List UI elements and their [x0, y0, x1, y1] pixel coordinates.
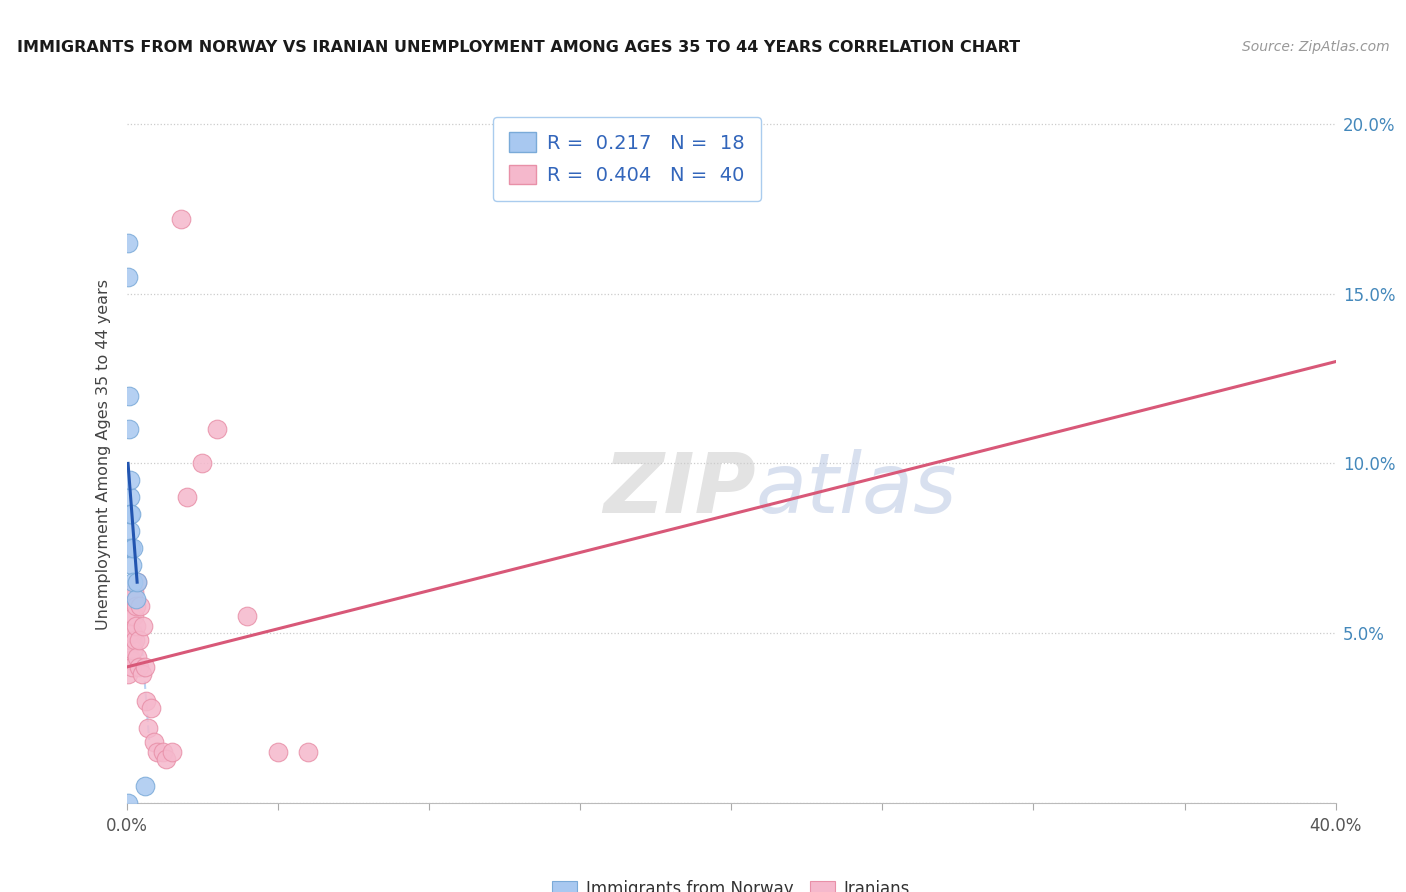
Text: ZIP: ZIP: [603, 450, 755, 530]
Point: [120, 474, 142, 488]
Point: [117, 796, 139, 810]
Point: [127, 575, 149, 590]
Point: [139, 700, 162, 714]
Point: [124, 599, 146, 613]
Point: [121, 660, 143, 674]
Point: [120, 508, 142, 522]
Point: [125, 619, 148, 633]
Point: [118, 422, 141, 436]
Point: [132, 619, 155, 633]
Point: [134, 660, 156, 674]
Point: [122, 643, 145, 657]
Point: [128, 660, 150, 674]
Point: [124, 632, 146, 647]
Point: [135, 694, 157, 708]
Point: [121, 626, 143, 640]
Point: [120, 632, 142, 647]
Point: [160, 745, 183, 759]
Point: [205, 422, 228, 436]
Point: [120, 653, 142, 667]
Point: [118, 491, 141, 505]
Point: [142, 735, 165, 749]
Point: [121, 541, 143, 556]
Point: [131, 666, 153, 681]
Point: [120, 508, 142, 522]
Point: [118, 388, 141, 402]
Point: [236, 609, 259, 624]
Point: [128, 599, 150, 613]
Point: [128, 632, 150, 647]
Point: [118, 649, 141, 664]
Point: [267, 745, 290, 759]
Point: [127, 575, 149, 590]
Point: [118, 626, 141, 640]
Point: [117, 235, 139, 250]
Y-axis label: Unemployment Among Ages 35 to 44 years: Unemployment Among Ages 35 to 44 years: [96, 279, 111, 631]
Point: [117, 269, 139, 284]
Point: [136, 721, 159, 735]
Point: [124, 592, 146, 607]
Point: [155, 752, 177, 766]
Point: [120, 541, 142, 556]
Point: [120, 609, 142, 624]
Point: [117, 666, 139, 681]
Point: [191, 457, 214, 471]
Point: [124, 609, 146, 624]
Point: [118, 592, 141, 607]
Point: [146, 745, 169, 759]
Point: [118, 524, 141, 539]
Text: Source: ZipAtlas.com: Source: ZipAtlas.com: [1241, 40, 1389, 54]
Point: [121, 558, 143, 573]
Point: [134, 779, 156, 793]
Point: [122, 585, 145, 599]
Text: IMMIGRANTS FROM NORWAY VS IRANIAN UNEMPLOYMENT AMONG AGES 35 TO 44 YEARS CORRELA: IMMIGRANTS FROM NORWAY VS IRANIAN UNEMPL…: [17, 40, 1019, 55]
Point: [125, 649, 148, 664]
Point: [152, 745, 174, 759]
Legend: Immigrants from Norway, Iranians: Immigrants from Norway, Iranians: [546, 874, 917, 892]
Point: [118, 541, 141, 556]
Point: [120, 626, 142, 640]
Text: atlas: atlas: [755, 450, 957, 530]
Point: [121, 592, 143, 607]
Point: [170, 212, 193, 227]
Point: [121, 575, 143, 590]
Point: [297, 745, 319, 759]
Point: [176, 491, 198, 505]
